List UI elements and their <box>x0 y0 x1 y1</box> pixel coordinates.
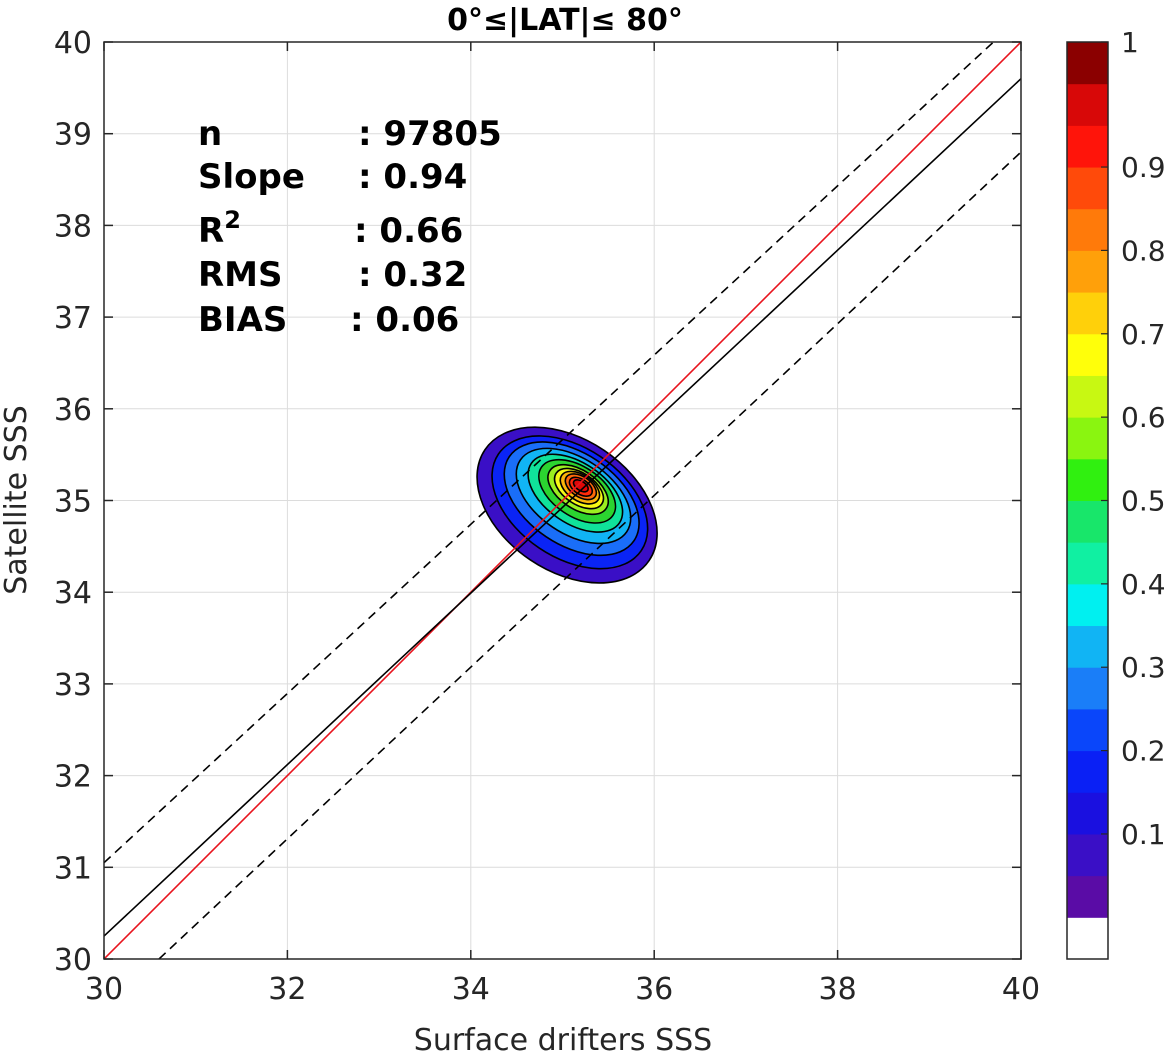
colorbar-segment <box>1067 583 1108 627</box>
colorbar-segment <box>1067 875 1108 918</box>
x-tick-label: 36 <box>635 972 673 1007</box>
statistics-box: n : 97805 Slope : 0.94 R2 : 0.66 RMS : 0.32 BIAS… <box>198 114 502 340</box>
y-tick-label: 30 <box>54 943 92 978</box>
stat-value: : 97805 <box>358 114 502 154</box>
stat-label: BIAS <box>198 300 287 340</box>
colorbar-tick-label: 1 <box>1121 26 1139 59</box>
y-tick-label: 31 <box>54 851 92 886</box>
colorbar-segment <box>1067 500 1108 543</box>
stat-value: : 0.94 <box>358 157 467 197</box>
y-tick-label: 39 <box>54 118 92 153</box>
colorbar-tick-label: 0.5 <box>1121 485 1166 518</box>
colorbar-segment <box>1067 125 1108 168</box>
x-tick-label: 32 <box>268 972 306 1007</box>
colorbar-segment <box>1067 833 1108 877</box>
lower-bound-line <box>158 151 1021 959</box>
x-tick-label: 30 <box>85 972 123 1007</box>
colorbar-tick-label: 0.8 <box>1121 234 1166 267</box>
colorbar-tick-label: 0.1 <box>1121 818 1166 851</box>
colorbar-tick-label: 0.2 <box>1121 735 1166 768</box>
colorbar-segment <box>1067 625 1108 668</box>
y-tick-label: 40 <box>54 26 92 61</box>
stat-value: : 0.06 <box>350 300 459 340</box>
stat-value: : 0.32 <box>358 255 467 295</box>
y-tick-label: 37 <box>54 301 92 336</box>
colorbar-segment <box>1067 292 1108 335</box>
colorbar-segment <box>1067 750 1108 793</box>
chart-title: 0°≤|LAT|≤ 80° <box>447 3 683 38</box>
y-tick-label: 35 <box>54 485 92 520</box>
colorbar-segment <box>1067 708 1108 752</box>
colorbar-segment <box>1067 83 1108 126</box>
upper-bound-line <box>104 42 995 864</box>
colorbar-tick-label: 0.3 <box>1121 651 1166 684</box>
stat-label: R2 <box>198 206 241 251</box>
colorbar-segment <box>1067 792 1108 835</box>
colorbar-tick-label: 0.7 <box>1121 318 1166 351</box>
x-tick-label: 38 <box>819 972 857 1007</box>
x-axis-label: Surface drifters SSS <box>414 1023 712 1055</box>
x-tick-label: 34 <box>452 972 490 1007</box>
colorbar-segment <box>1067 42 1108 85</box>
contour-level-0_9 <box>572 479 589 493</box>
colorbar-segment <box>1067 417 1108 460</box>
stat-label: n <box>198 114 222 154</box>
colorbar-segment <box>1067 167 1108 210</box>
colorbar: 0.1 0.2 0.3 0.4 0.5 0.6 0.7 0.8 0.9 1 <box>1066 26 1166 960</box>
colorbar-segment <box>1067 375 1108 418</box>
y-tick-label: 33 <box>54 668 92 703</box>
stat-value: : 0.66 <box>354 211 463 251</box>
colorbar-segment <box>1067 250 1108 293</box>
y-tick-label: 34 <box>54 576 92 611</box>
y-axis-label: Satellite SSS <box>0 405 34 595</box>
colorbar-segment <box>1067 917 1108 960</box>
stat-label: Slope <box>198 157 305 197</box>
colorbar-segment <box>1067 667 1108 710</box>
reference-lines <box>104 42 1021 959</box>
colorbar-tick-label: 0.9 <box>1121 151 1166 184</box>
x-tick-label: 40 <box>1002 972 1040 1007</box>
colorbar-segment <box>1067 333 1108 376</box>
colorbar-segment <box>1067 458 1108 501</box>
y-tick-label: 38 <box>54 209 92 244</box>
y-tick-label: 36 <box>54 393 92 428</box>
stat-label: RMS <box>198 255 283 295</box>
grid <box>104 42 1021 959</box>
stat-label-superscript: 2 <box>224 206 241 234</box>
y-tick-label: 32 <box>54 760 92 795</box>
one-to-one-line <box>104 42 1021 959</box>
regression-line <box>104 78 1021 937</box>
colorbar-segment <box>1067 208 1108 251</box>
axis-ticks: 30 32 34 36 38 40 30 31 32 33 34 35 36 37 38 39 40 <box>54 26 1040 1007</box>
colorbar-segment <box>1067 542 1108 585</box>
colorbar-tick-label: 0.4 <box>1121 568 1166 601</box>
colorbar-tick-label: 0.6 <box>1121 401 1166 434</box>
